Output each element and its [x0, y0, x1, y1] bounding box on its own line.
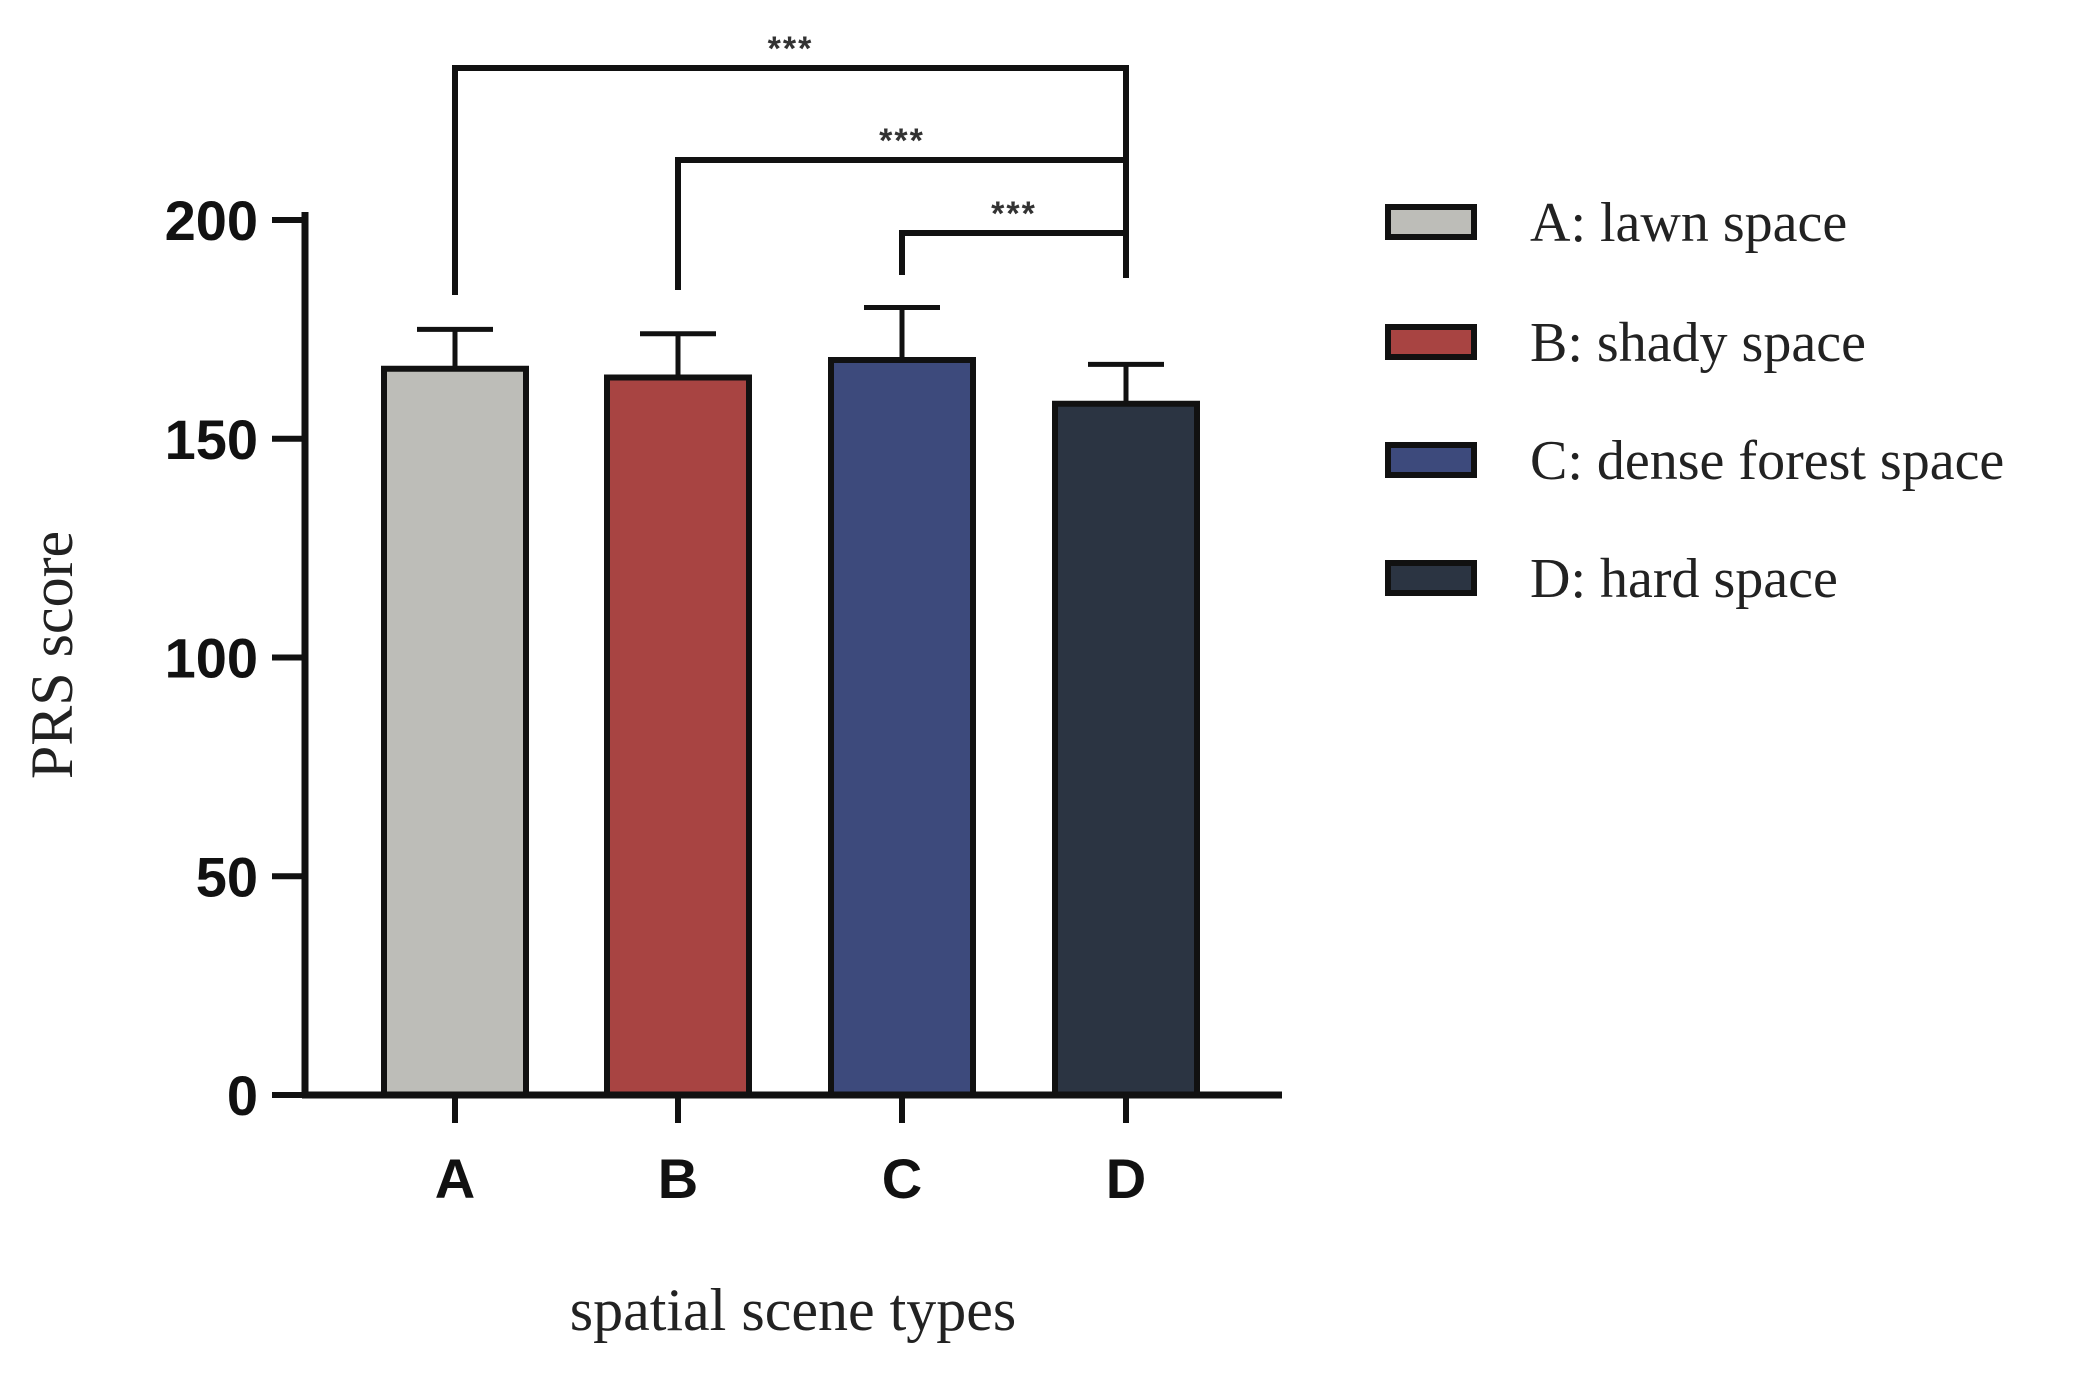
- legend-swatch-b: [1385, 324, 1477, 360]
- y-axis-title: PRS score: [19, 531, 85, 779]
- error-bars-layer: [417, 305, 1164, 404]
- y-tick-label-150: 150: [165, 408, 258, 471]
- legend-swatch-c: [1385, 442, 1477, 478]
- x-tick-label-c: C: [882, 1147, 922, 1210]
- bar-a: [381, 365, 529, 1098]
- legend: A: lawn space B: shady space C: dense fore…: [1385, 192, 2004, 610]
- x-tick-label-b: B: [658, 1147, 698, 1210]
- significance-label-a-d: ***: [768, 30, 814, 68]
- legend-swatch-d: [1385, 560, 1477, 596]
- significance-layer: *** *** ***: [452, 30, 1129, 295]
- x-tick-label-d: D: [1106, 1147, 1146, 1210]
- legend-swatch-a: [1385, 204, 1477, 240]
- x-ticks: A B C D: [435, 1095, 1146, 1210]
- legend-label-a: A: lawn space: [1530, 192, 1847, 254]
- y-tick-label-0: 0: [227, 1064, 258, 1127]
- legend-label-b: B: shady space: [1530, 312, 1866, 374]
- x-tick-label-a: A: [435, 1147, 475, 1210]
- significance-bracket-c-d: [899, 230, 1129, 278]
- significance-label-b-d: ***: [879, 122, 925, 160]
- x-axis-title: spatial scene types: [570, 1277, 1017, 1343]
- bar-b: [604, 374, 752, 1098]
- bar-d: [1052, 400, 1200, 1098]
- y-tick-label-100: 100: [165, 627, 258, 690]
- y-tick-label-50: 50: [196, 845, 258, 908]
- legend-label-c: C: dense forest space: [1530, 430, 2004, 492]
- y-ticks: 0 50 100 150 200: [165, 189, 305, 1127]
- bar-c: [828, 357, 976, 1098]
- significance-label-c-d: ***: [991, 195, 1037, 233]
- y-tick-label-200: 200: [165, 189, 258, 252]
- significance-bracket-a-d: [452, 65, 1129, 295]
- legend-label-d: D: hard space: [1530, 548, 1838, 610]
- bars-layer: [381, 357, 1200, 1098]
- significance-bracket-b-d: [675, 157, 1129, 290]
